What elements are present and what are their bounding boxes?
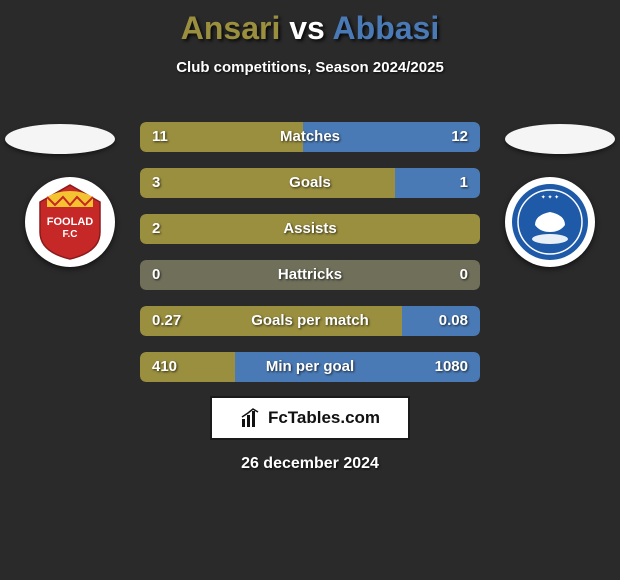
stat-row: Goals per match0.270.08: [140, 306, 480, 336]
stats-container: Matches1112 Goals31 Assists2 Hattricks00 Goa…: [140, 122, 480, 398]
subtitle: Club competitions, Season 2024/2025: [0, 59, 620, 76]
bar-left: [140, 352, 235, 382]
comparison-title: Ansari vs Abbasi: [0, 0, 620, 47]
bar-left: [140, 214, 480, 244]
svg-text:F.C: F.C: [63, 229, 78, 240]
stat-row: Matches1112: [140, 122, 480, 152]
vs-text: vs: [289, 10, 325, 46]
club-badge-left: FOOLAD F.C: [25, 177, 115, 267]
flag-right: [505, 124, 615, 154]
date-text: 26 december 2024: [0, 455, 620, 473]
bar-right: [395, 168, 480, 198]
flag-left: [5, 124, 115, 154]
bar-right: [303, 122, 480, 152]
stat-row: Assists2: [140, 214, 480, 244]
foolad-logo-icon: FOOLAD F.C: [25, 177, 115, 267]
brand-box[interactable]: FcTables.com: [210, 396, 410, 440]
right-club-logo-icon: ✦ ✦ ✦: [505, 177, 595, 267]
bar-left: [140, 306, 402, 336]
player1-name: Ansari: [181, 10, 281, 46]
svg-text:✦ ✦ ✦: ✦ ✦ ✦: [541, 194, 559, 201]
chart-icon: [240, 407, 262, 429]
brand-text: FcTables.com: [268, 408, 380, 428]
bar-left: [140, 122, 303, 152]
svg-text:FOOLAD: FOOLAD: [47, 216, 93, 228]
bar-right: [235, 352, 480, 382]
stat-row: Goals31: [140, 168, 480, 198]
bar-right: [402, 306, 480, 336]
bar-left: [140, 168, 395, 198]
bar-left: [140, 260, 480, 290]
stat-row: Hattricks00: [140, 260, 480, 290]
stat-row: Min per goal4101080: [140, 352, 480, 382]
club-badge-right: ✦ ✦ ✦: [505, 177, 595, 267]
player2-name: Abbasi: [333, 10, 440, 46]
